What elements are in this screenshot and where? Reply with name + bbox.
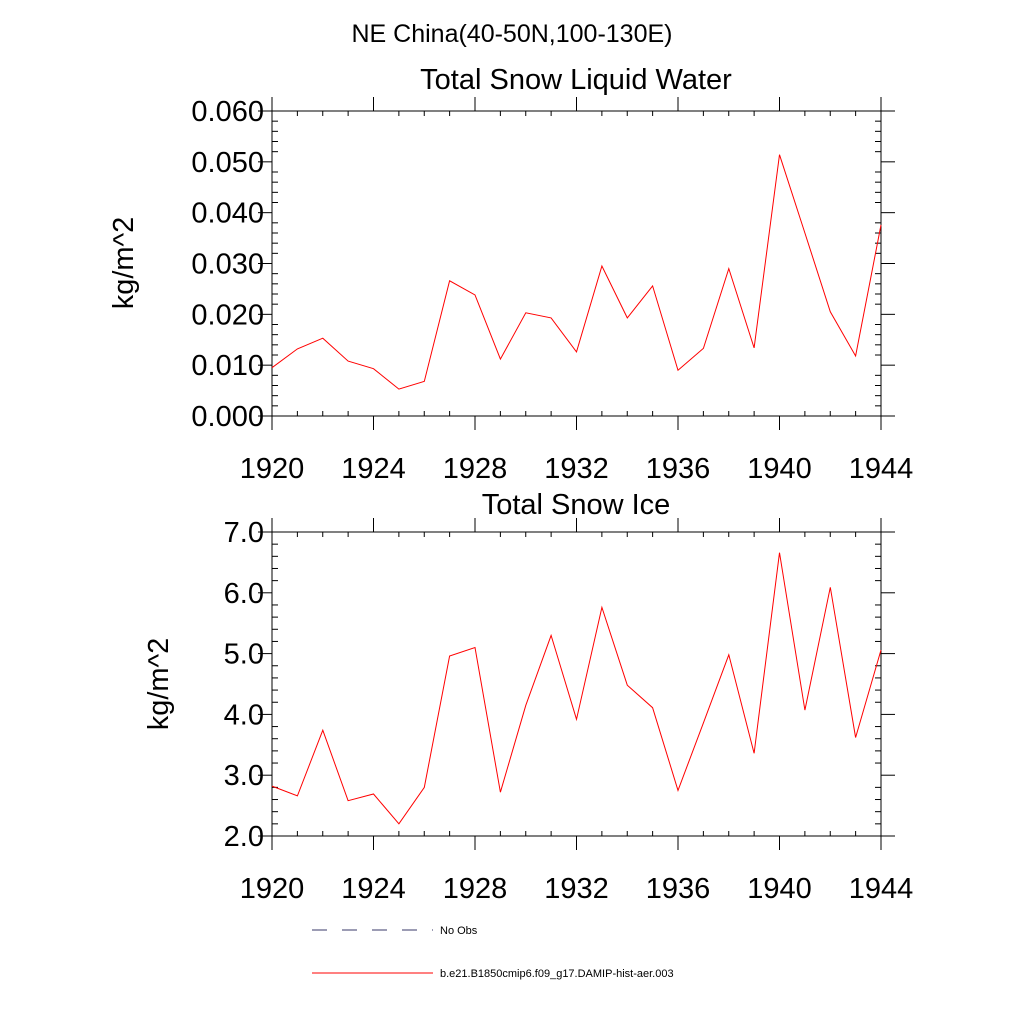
panel-total-snow-liquid-water: Total Snow Liquid Water kg/m^2 0.000 0.01…: [108, 64, 913, 485]
y-tick-label: 7.0: [224, 517, 264, 549]
axis-ticks: [258, 97, 895, 430]
figure-title: NE China(40-50N,100-130E): [351, 20, 672, 48]
x-tick-label: 1928: [443, 453, 508, 485]
x-tick-label: 1924: [341, 873, 406, 905]
y-tick-label: 4.0: [224, 699, 264, 731]
x-tick-label: 1932: [544, 453, 609, 485]
legend: No Obs b.e21.B1850cmip6.f09_g17.DAMIP-hi…: [312, 925, 674, 980]
x-tick-label: 1920: [240, 873, 305, 905]
y-tick-label: 0.020: [191, 299, 264, 331]
y-axis-label: kg/m^2: [143, 638, 175, 731]
axis-ticks: [258, 518, 895, 850]
y-tick-labels: 0.000 0.010 0.020 0.030 0.040 0.050 0.060: [191, 96, 264, 433]
series-lines: [271, 552, 882, 825]
y-tick-label: 0.060: [191, 96, 264, 128]
x-tick-label: 1940: [747, 453, 812, 485]
x-tick-label: 1924: [341, 453, 406, 485]
series-lines: [271, 154, 882, 390]
legend-label-model: b.e21.B1850cmip6.f09_g17.DAMIP-hist-aer.…: [440, 968, 674, 980]
x-tick-label: 1936: [646, 453, 711, 485]
y-tick-label: 0.050: [191, 147, 264, 179]
y-axis-label: kg/m^2: [108, 217, 140, 310]
x-tick-labels: 1920 1924 1928 1932 1936 1940 1944: [240, 873, 914, 905]
x-tick-label: 1936: [646, 873, 711, 905]
x-tick-label: 1920: [240, 453, 305, 485]
y-tick-label: 0.000: [191, 401, 264, 433]
panel-total-snow-ice: Total Snow Ice kg/m^2 2.0 3.0 4.0 5.0 6.0 7.0…: [143, 489, 913, 905]
y-tick-label: 3.0: [224, 760, 264, 792]
x-tick-label: 1944: [849, 453, 914, 485]
x-tick-label: 1932: [544, 873, 609, 905]
series-line: [271, 552, 882, 825]
x-tick-label: 1944: [849, 873, 914, 905]
x-tick-label: 1940: [747, 873, 812, 905]
x-tick-labels: 1920 1924 1928 1932 1936 1940 1944: [240, 453, 914, 485]
panel-title: Total Snow Ice: [482, 489, 671, 521]
plot-frame: [271, 531, 882, 837]
y-tick-label: 5.0: [224, 639, 264, 671]
y-tick-label: 0.040: [191, 198, 264, 230]
y-tick-label: 6.0: [224, 578, 264, 610]
series-line: [271, 154, 882, 390]
legend-label-no-obs: No Obs: [440, 925, 478, 937]
y-tick-label: 0.010: [191, 350, 264, 382]
y-tick-label: 0.030: [191, 249, 264, 281]
y-tick-labels: 2.0 3.0 4.0 5.0 6.0 7.0: [224, 517, 264, 853]
plot-frame: [271, 110, 882, 417]
panel-title: Total Snow Liquid Water: [420, 64, 732, 96]
x-tick-label: 1928: [443, 873, 508, 905]
y-tick-label: 2.0: [224, 821, 264, 853]
